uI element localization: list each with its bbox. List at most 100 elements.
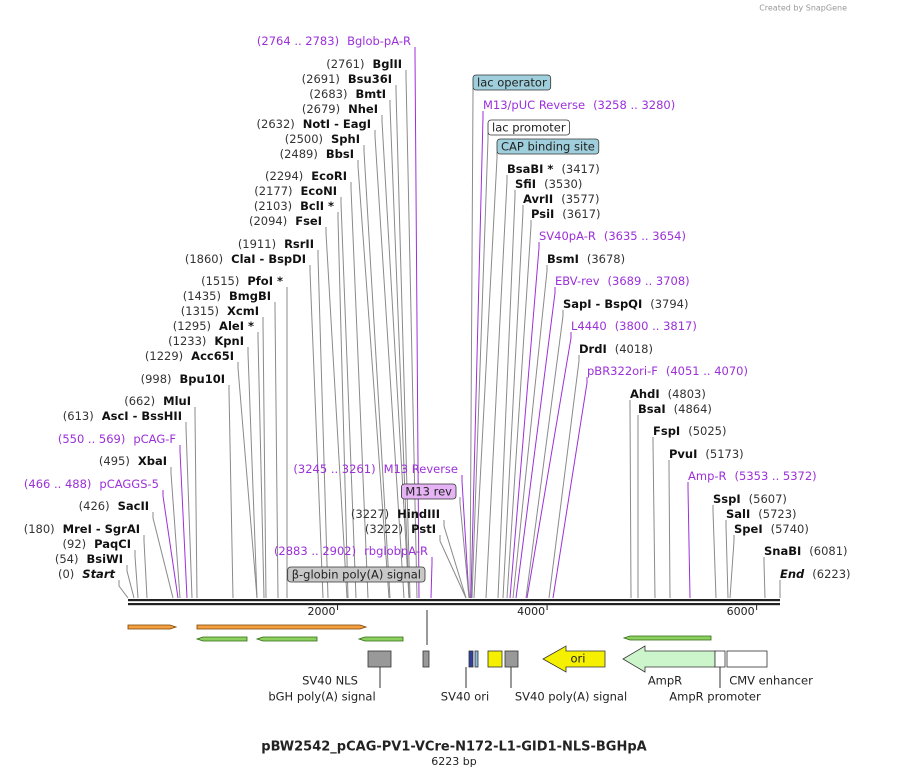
site-position: (1295): [173, 319, 211, 333]
lead-line: [374, 130, 405, 599]
site-name: MluI: [163, 394, 191, 408]
lead-line: [363, 145, 391, 599]
site-name: M13/pUC Reverse: [483, 98, 585, 112]
site-name: pBR322ori-F: [587, 364, 658, 378]
site-label: (2883 .. 2902) rbglobpA-R: [274, 544, 428, 558]
site-name: PsiI: [531, 207, 554, 221]
site-position: (5025): [688, 424, 726, 438]
site-name: BmtI: [355, 87, 386, 101]
site-label: (3222) PstI: [365, 522, 436, 536]
feature-box: [496, 138, 600, 155]
site-position: (4803): [668, 387, 706, 401]
site-label: DrdI (4018): [579, 342, 653, 356]
lead-line: [430, 557, 433, 599]
site-label: (2761) BglII: [326, 57, 402, 71]
site-label: (998) Bpu10I: [141, 372, 225, 386]
lead-line: [325, 227, 348, 599]
site-position: (3617): [562, 207, 600, 221]
site-position: (613): [63, 409, 94, 423]
labels: (2764 .. 2783) Bglob-pA-R(2761) BglII(2691…: [24, 34, 851, 583]
lead-line: [340, 197, 357, 599]
site-position: (1229): [145, 349, 183, 363]
site-label: (1295) AleI *: [173, 319, 254, 333]
feature-box-label: M13 rev: [405, 485, 452, 499]
site-position: (998): [141, 372, 172, 386]
lead-line: [152, 512, 174, 599]
site-label: (180) MreI - SgrAI: [24, 522, 140, 536]
site-name: MreI - SgrAI: [63, 522, 140, 536]
site-label: (3227) HindIII: [351, 507, 440, 521]
site-label: BsaI (4864): [638, 402, 712, 416]
site-position: (4018): [615, 342, 653, 356]
lead-line: [485, 175, 508, 599]
site-label: (1860) ClaI - BspDI: [185, 252, 306, 266]
site-name: BglII: [373, 57, 403, 71]
site-label: (2632) NotI - EagI: [257, 117, 371, 131]
lead-line: [350, 182, 369, 599]
site-name: Bglob-pA-R: [347, 34, 411, 48]
site-position: (1911): [238, 237, 276, 251]
site-name: AhdI: [630, 387, 660, 401]
site-position: (466 .. 488): [24, 477, 92, 491]
site-name: AleI *: [219, 319, 254, 333]
site-name: BclI *: [300, 199, 334, 213]
site-name: BsiWI: [86, 552, 123, 566]
site-label: (1911) RsrII: [238, 237, 314, 251]
site-position: (2679): [302, 102, 340, 116]
site-name: KpnI: [214, 334, 244, 348]
site-position: (3530): [544, 177, 582, 191]
site-position: (3258 .. 3280): [593, 98, 675, 112]
primer-arrow: [195, 636, 248, 642]
site-label: (92) PaqCI: [63, 537, 131, 551]
site-name: Bsu36I: [348, 72, 392, 86]
site-name: SalI: [726, 507, 750, 521]
site-label: (54) BsiWI: [55, 552, 123, 566]
site-name: BsaI: [638, 402, 666, 416]
site-label: (1435) BmgBI: [183, 289, 271, 303]
site-label: SalI (5723): [726, 507, 797, 521]
site-position: (1435): [183, 289, 221, 303]
feature-box: [726, 650, 768, 668]
site-name: PaqCI: [94, 537, 131, 551]
site-name: SV40pA-R: [539, 229, 596, 243]
site-name: BsaBI *: [507, 162, 553, 176]
site-label: SapI - BspQI (3794): [563, 297, 688, 311]
site-label: (1233) KpnI: [168, 334, 244, 348]
primer-arrow: [196, 624, 368, 630]
site-label: (426) SacII: [79, 499, 149, 513]
site-name: BmgBI: [229, 289, 271, 303]
lead-line: [469, 88, 474, 599]
lead-line: [763, 557, 766, 599]
site-position: (1233): [168, 334, 206, 348]
lead-line: [257, 332, 265, 599]
lead-line: [357, 160, 390, 599]
site-label: (1229) Acc65I: [145, 349, 234, 363]
lead-line: [502, 205, 524, 599]
ori-arrow: [542, 645, 606, 673]
site-name: AscI - BssHII: [102, 409, 182, 423]
lead-line: [473, 152, 498, 599]
lead-line: [548, 355, 580, 599]
lead-line: [509, 242, 540, 599]
lead-line: [443, 520, 467, 599]
ruler-line: [128, 603, 780, 606]
site-name: AvrII: [523, 192, 553, 206]
site-position: (5173): [705, 447, 743, 461]
site-label: (0) Start: [58, 567, 116, 581]
site-name: Start: [82, 567, 115, 581]
lead-line: [552, 377, 588, 599]
site-label: (495) XbaI: [99, 454, 167, 468]
feature-label: AmpR: [648, 674, 682, 688]
site-name: L4440: [571, 319, 607, 333]
lead-line: [126, 565, 135, 599]
site-position: (2094): [249, 214, 287, 228]
site-label: AhdI (4803): [630, 387, 706, 401]
feature-box: [367, 650, 392, 668]
site-position: (495): [99, 454, 130, 468]
site-position: (3635 .. 3654): [604, 229, 686, 243]
site-label: SnaBI (6081): [764, 544, 848, 558]
site-position: (426): [79, 499, 110, 513]
site-name: BsmI: [547, 252, 579, 266]
ruler: 2000 4000 6000: [308, 605, 758, 618]
site-position: (1860): [185, 252, 223, 266]
